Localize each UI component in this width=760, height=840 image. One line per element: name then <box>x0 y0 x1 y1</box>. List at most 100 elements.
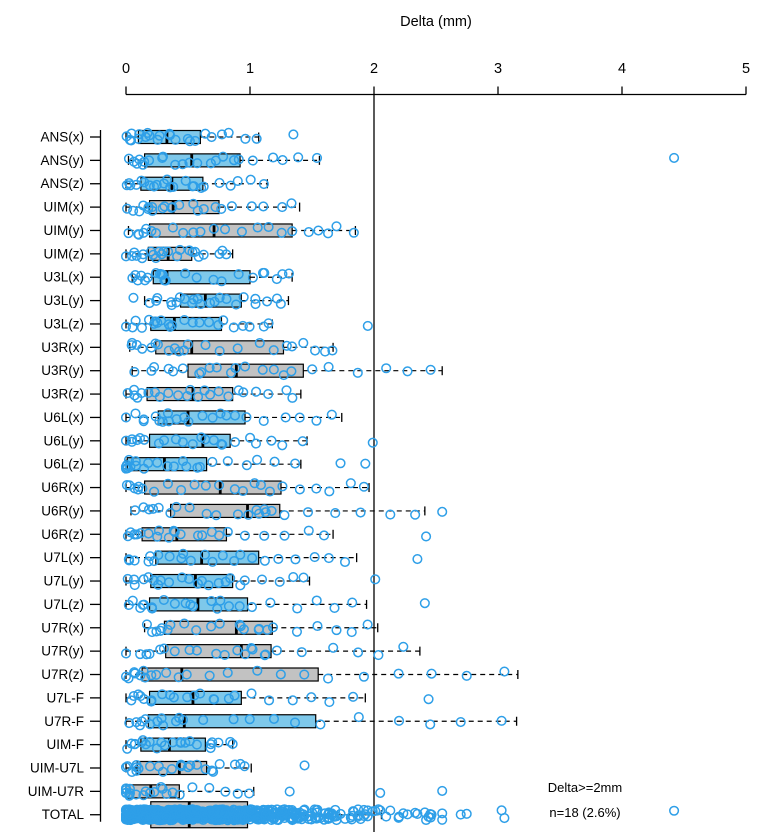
data-point <box>153 525 165 536</box>
data-point <box>196 182 207 193</box>
data-point <box>157 811 168 822</box>
data-point <box>347 597 358 608</box>
data-point <box>239 530 250 541</box>
data-point <box>313 225 324 236</box>
data-point <box>213 480 225 491</box>
data-point <box>144 297 155 309</box>
data-point <box>204 805 215 816</box>
data-point <box>138 414 149 425</box>
median-line <box>212 223 216 237</box>
data-point <box>228 155 240 166</box>
data-point <box>375 805 386 816</box>
row-label: ANS(z) <box>41 176 85 191</box>
data-point <box>192 205 203 216</box>
data-point <box>154 268 166 279</box>
data-point <box>425 809 436 820</box>
data-point <box>412 553 423 565</box>
data-point <box>120 435 132 446</box>
data-point <box>154 391 165 402</box>
data-point <box>412 808 423 819</box>
data-point <box>185 760 196 771</box>
data-point <box>279 530 290 541</box>
data-point <box>163 246 174 257</box>
data-point <box>291 626 303 637</box>
data-point <box>124 480 135 491</box>
data-point <box>223 127 234 138</box>
data-point <box>296 647 307 658</box>
median-line <box>149 784 153 798</box>
data-point <box>162 408 174 419</box>
median-line <box>166 247 170 261</box>
data-point <box>294 412 305 423</box>
data-point <box>184 157 195 168</box>
data-point <box>229 410 241 421</box>
data-point <box>155 812 167 823</box>
data-point <box>275 298 286 309</box>
data-point <box>339 556 351 568</box>
data-point <box>324 697 335 708</box>
data-point <box>169 598 180 609</box>
data-point <box>173 346 185 357</box>
data-point <box>307 364 318 375</box>
data-point <box>211 510 222 521</box>
data-point <box>229 437 241 448</box>
data-point <box>213 737 224 748</box>
data-point <box>130 270 141 281</box>
data-point <box>461 670 472 681</box>
data-point <box>143 572 154 583</box>
data-point <box>178 548 189 559</box>
data-point <box>191 805 202 816</box>
data-point <box>269 456 280 467</box>
data-point <box>124 555 135 566</box>
row-label: U3L(x) <box>43 270 84 285</box>
data-point <box>274 576 285 587</box>
data-point <box>292 603 303 614</box>
data-point <box>256 574 268 585</box>
data-point <box>323 553 334 564</box>
median-line <box>182 714 186 728</box>
data-point <box>268 152 279 163</box>
data-point <box>147 503 159 514</box>
data-point <box>286 366 297 377</box>
data-point <box>237 485 248 497</box>
data-point <box>207 456 218 467</box>
data-point <box>214 345 225 357</box>
data-point <box>194 461 206 472</box>
data-point <box>238 387 249 398</box>
data-point <box>225 808 236 819</box>
row-label: U7L(x) <box>43 550 84 565</box>
data-point <box>124 790 135 801</box>
row-label: U7L(z) <box>43 597 84 612</box>
data-point <box>355 507 366 518</box>
data-point <box>419 598 430 609</box>
data-point <box>154 130 165 141</box>
data-point <box>120 412 132 423</box>
data-point <box>152 531 163 542</box>
data-point <box>182 692 193 703</box>
data-point <box>162 174 173 185</box>
data-point <box>122 573 133 584</box>
data-point <box>164 551 175 562</box>
data-point <box>165 507 176 519</box>
row-label: UIM(x) <box>44 200 85 215</box>
data-point <box>187 439 198 450</box>
data-point <box>241 412 252 423</box>
data-point <box>323 228 334 239</box>
data-point <box>136 322 147 333</box>
data-point <box>437 808 448 819</box>
data-point <box>131 805 142 816</box>
data-point <box>133 763 144 774</box>
data-point <box>220 786 231 797</box>
data-point <box>214 530 225 541</box>
data-point <box>244 714 255 725</box>
data-point <box>198 714 209 726</box>
data-point <box>144 804 156 815</box>
data-point <box>303 525 314 536</box>
data-point <box>496 715 507 726</box>
data-point <box>174 199 185 211</box>
data-point <box>250 293 261 304</box>
data-point <box>185 599 196 610</box>
data-point <box>252 665 263 676</box>
row-label: U3R(x) <box>41 340 84 355</box>
data-point <box>258 201 269 212</box>
